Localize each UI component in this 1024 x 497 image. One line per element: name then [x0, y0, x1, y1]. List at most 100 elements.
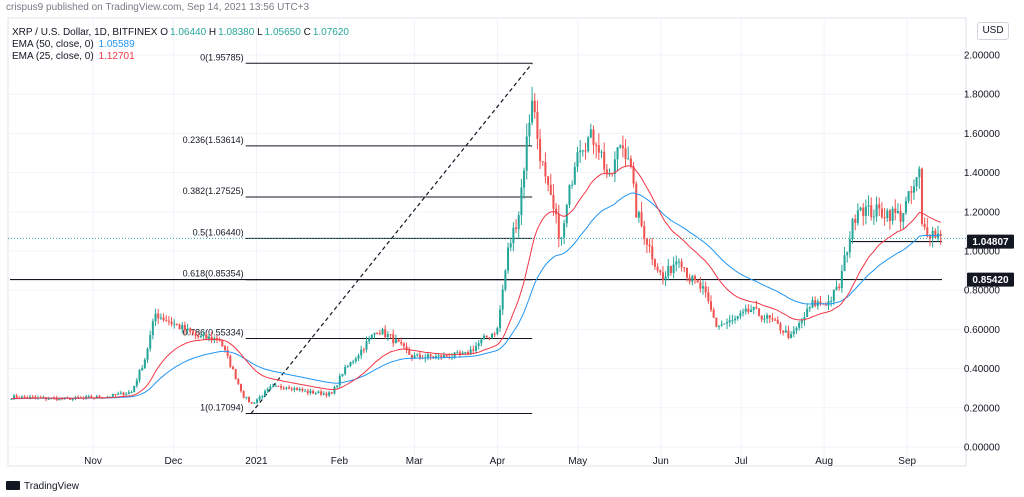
candle-body	[175, 323, 178, 325]
candle-body	[774, 319, 777, 321]
candle-body	[384, 329, 387, 338]
candle-body	[891, 208, 894, 222]
fibonacci-retracement: 0(1.95785) 0.236(1.53614) 0.382(1.27525) 0.…	[183, 52, 533, 414]
ohlc-low: L 1.05650	[257, 27, 301, 38]
candle-body	[731, 320, 734, 322]
ema50-legend[interactable]: EMA (50, close, 0) 1.05589	[12, 39, 135, 51]
candle-body	[512, 227, 515, 244]
plot-frame	[7, 17, 967, 467]
ohlc-high: H 1.08380	[208, 27, 255, 38]
candle-body	[440, 355, 443, 358]
brand-name: TradingView	[24, 481, 80, 492]
ema25-label: EMA (25, close, 0)	[12, 51, 94, 62]
time-axis: Nov Dec 2021 Feb Mar Apr May Jun Jul Aug Sep	[84, 456, 916, 467]
candle-body	[117, 393, 120, 395]
candle-body	[186, 328, 189, 331]
candle-body	[157, 313, 160, 319]
ema25-line	[11, 165, 941, 400]
candle-body	[715, 317, 718, 327]
candle-body	[664, 276, 667, 280]
candle-body	[397, 339, 400, 342]
candle-body	[819, 301, 822, 304]
candle-body	[239, 383, 243, 392]
candle-body	[870, 205, 873, 218]
candle-body	[488, 337, 491, 339]
candle-body	[389, 334, 392, 336]
candle-body	[221, 340, 224, 347]
candle-body	[173, 323, 176, 325]
candle-body	[616, 147, 619, 160]
candle-body	[12, 395, 16, 399]
candle-body	[515, 227, 518, 230]
candle-body	[472, 349, 475, 351]
candle-body	[370, 334, 373, 339]
candle-body	[766, 315, 769, 319]
currency-button[interactable]: USD	[977, 22, 1009, 40]
candle-body	[814, 300, 817, 306]
candle-body	[846, 252, 849, 256]
candle-body	[456, 352, 459, 354]
ema25-legend[interactable]: EMA (25, close, 0) 1.12701	[12, 51, 135, 63]
candle-body	[119, 392, 122, 394]
candle-body	[659, 270, 662, 273]
candle-body	[568, 185, 571, 205]
candle-body	[477, 343, 480, 346]
candle-body	[491, 333, 494, 338]
candle-body	[242, 391, 245, 398]
published-info: crispus9 published on TradingView.com, S…	[6, 2, 310, 13]
candle-body	[541, 161, 544, 163]
candle-body	[98, 396, 101, 398]
candle-body	[643, 226, 646, 240]
candle-body	[528, 122, 531, 137]
candle-body	[693, 275, 696, 280]
candle-body	[247, 396, 251, 403]
candle-body	[840, 270, 843, 289]
candle-body	[277, 385, 280, 387]
candle-body	[346, 365, 349, 367]
candle-body	[595, 144, 598, 146]
candle-body	[525, 136, 528, 171]
candle-body	[635, 183, 638, 218]
candle-body	[755, 306, 758, 309]
candle-body	[154, 313, 157, 322]
candle-body	[312, 390, 315, 394]
x-tick-label: Nov	[84, 456, 102, 467]
candle-body	[426, 354, 429, 358]
candle-body	[288, 387, 291, 389]
candle-body	[207, 336, 210, 339]
candle-body	[264, 391, 267, 397]
candle-body	[571, 184, 574, 186]
candle-body	[87, 396, 90, 398]
candle-body	[784, 330, 787, 333]
price-label-text: 1.04807	[972, 237, 1009, 248]
candle-body	[226, 349, 229, 356]
candle-body	[298, 388, 301, 391]
candle-body	[934, 230, 937, 238]
candle-body	[301, 388, 304, 391]
moving-averages	[11, 165, 941, 400]
candle-body	[691, 275, 694, 282]
candle-body	[680, 261, 683, 268]
candle-body	[509, 243, 512, 248]
candle-body	[742, 311, 745, 314]
y-tick-label: 1.80000	[964, 90, 1001, 101]
fib-level-label: 1(0.17094)	[200, 402, 244, 412]
candle-body	[31, 396, 34, 398]
candle-body	[549, 184, 552, 195]
x-tick-label: 2021	[245, 456, 268, 467]
candle-body	[581, 150, 584, 152]
candle-body	[290, 388, 293, 390]
fib-level-label: 0(1.95785)	[200, 52, 244, 62]
candle-body	[256, 399, 259, 403]
candle-body	[261, 396, 264, 398]
tradingview-logo[interactable]: TradingView	[6, 481, 79, 493]
candle-body	[856, 210, 859, 223]
candle-body	[29, 396, 32, 399]
candle-body	[752, 306, 755, 310]
candle-body	[827, 301, 830, 306]
candle-body	[728, 320, 731, 323]
candle-body	[739, 313, 742, 317]
candle-body	[378, 333, 381, 335]
candle-body	[798, 322, 801, 328]
